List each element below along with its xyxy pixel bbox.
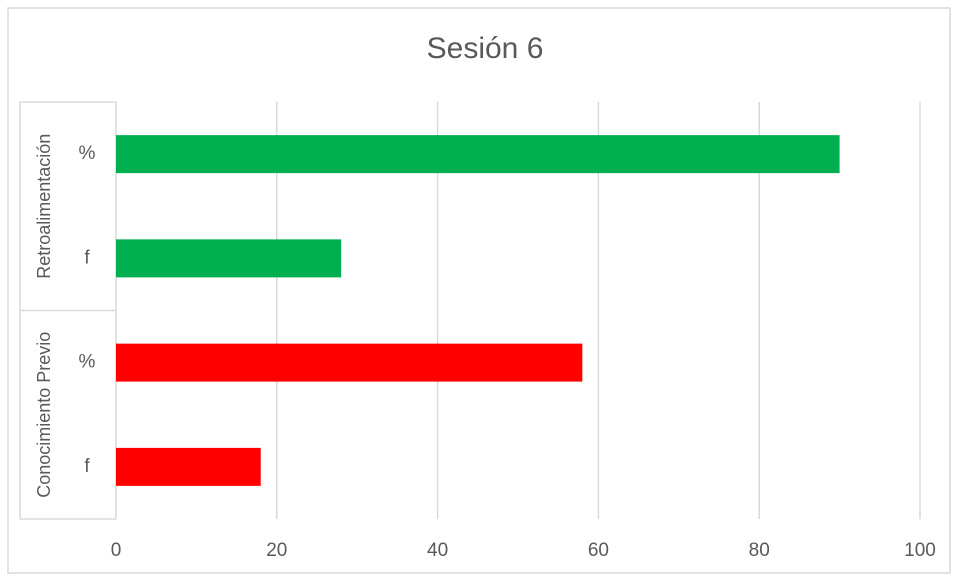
category-label-0-1: f: [84, 247, 90, 268]
x-tick-label-5: 100: [904, 540, 936, 561]
bar-0-0: [116, 135, 840, 174]
group-label-1: Conocimiento Previo: [34, 332, 54, 498]
x-tick-label-0: 0: [111, 540, 122, 561]
bar-1-1: [116, 447, 261, 486]
chart-frame: [7, 7, 951, 574]
x-tick-label-4: 80: [749, 540, 770, 561]
bar-1-0: [116, 343, 583, 382]
x-axis-ticks: 0 20 40 60 80 100: [111, 540, 936, 561]
bar-0-1: [116, 239, 342, 278]
category-axis: Retroalimentación % f Conocimiento Previo % f: [19, 101, 116, 520]
x-tick-label-1: 20: [266, 540, 287, 561]
chart-title: Sesión 6: [427, 32, 544, 65]
x-tick-label-2: 40: [427, 540, 448, 561]
category-label-0-0: %: [79, 143, 96, 164]
category-label-1-1: f: [84, 456, 90, 477]
bars: [116, 135, 840, 486]
group-label-0: Retroalimentación: [34, 134, 54, 279]
x-tick-label-3: 60: [588, 540, 609, 561]
category-label-1-0: %: [79, 352, 96, 373]
